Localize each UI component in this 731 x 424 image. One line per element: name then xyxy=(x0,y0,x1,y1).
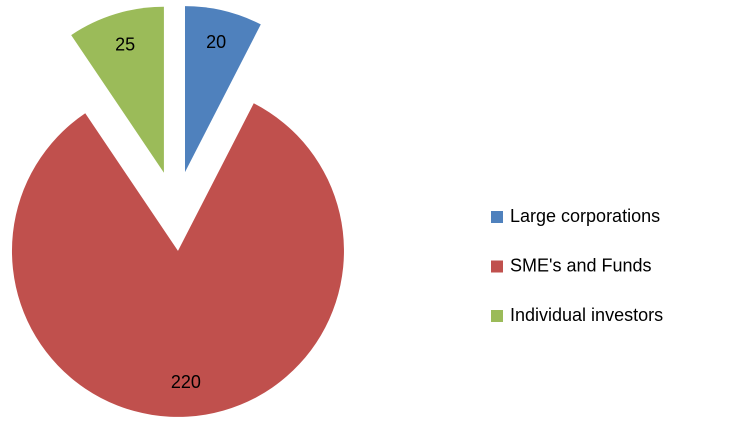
legend: Large corporations SME's and Funds Individ… xyxy=(491,206,663,325)
legend-swatch xyxy=(491,260,503,273)
legend-label: Large corporations xyxy=(510,206,660,226)
legend-swatch xyxy=(491,310,503,322)
legend-label: SME's and Funds xyxy=(510,255,652,275)
pie-slice xyxy=(71,6,164,173)
legend-label: Individual investors xyxy=(510,305,663,325)
pie-slice xyxy=(11,103,344,417)
legend-swatch xyxy=(491,211,503,223)
data-label: 220 xyxy=(171,372,201,392)
pie-slice xyxy=(184,6,261,173)
data-label: 20 xyxy=(206,32,226,52)
data-label: 25 xyxy=(115,34,135,54)
